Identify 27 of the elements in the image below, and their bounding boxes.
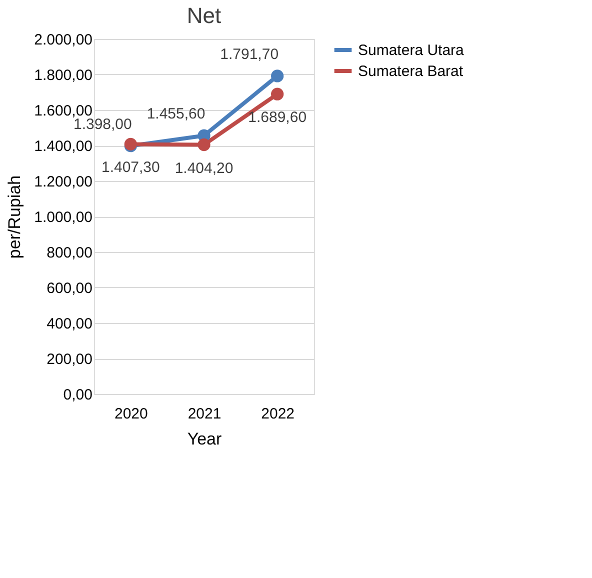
legend-label: Sumatera Utara — [358, 42, 465, 59]
data-label: 1.404,20 — [174, 160, 234, 177]
y-tick-label: 200,00 — [46, 351, 92, 368]
y-axis-title: per/Rupiah — [5, 175, 24, 259]
data-label: 1.455,60 — [146, 106, 206, 123]
x-tick-label: 2021 — [188, 406, 222, 422]
data-label: 1.407,30 — [101, 159, 160, 176]
y-tick-label: 600,00 — [46, 280, 92, 297]
y-tick-label: 800,00 — [46, 244, 92, 262]
point — [198, 138, 210, 152]
y-tick-label: 1.600,00 — [34, 102, 92, 120]
y-tick-label: 1.200,00 — [34, 174, 92, 190]
x-tick-label: 2022 — [261, 406, 295, 422]
y-tick-label: 400,00 — [46, 316, 92, 332]
y-tick-label: 2.000,00 — [34, 32, 92, 48]
y-tick-label: 1.400,00 — [34, 138, 92, 155]
x-tick-label: 2020 — [114, 406, 148, 422]
y-tick-label: 1.800,00 — [34, 67, 92, 84]
point — [271, 88, 284, 100]
legend-label: Sumatera Barat — [358, 63, 464, 80]
data-label: 1.791,70 — [220, 46, 279, 63]
y-tick-label: 0,00 — [63, 386, 92, 404]
chart-title: Net — [186, 3, 222, 28]
y-tick-label: 1.000,00 — [34, 209, 92, 226]
point — [271, 70, 284, 82]
data-label: 1.689,60 — [248, 109, 307, 126]
x-axis-title: Year — [187, 430, 222, 448]
